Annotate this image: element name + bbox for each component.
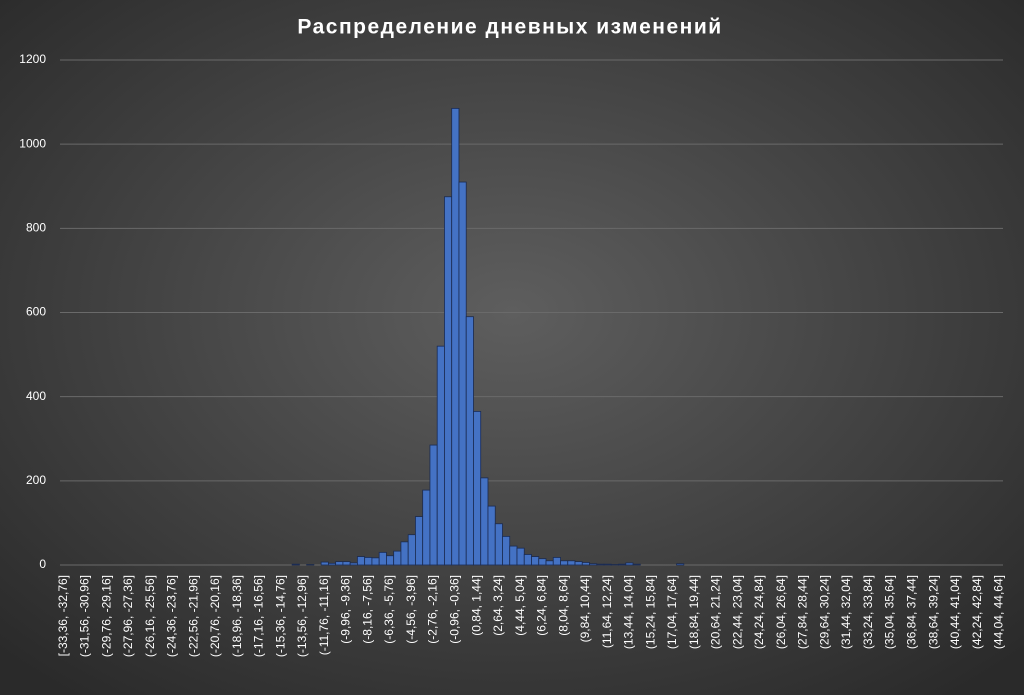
bar	[458, 181, 467, 566]
bar	[386, 555, 395, 566]
bar	[407, 534, 416, 566]
bar	[320, 561, 329, 566]
bar	[429, 444, 438, 566]
x-tick-label: (-6,36, -5,76]	[382, 575, 396, 644]
x-tick-label: (9,84, 10,44]	[578, 575, 592, 642]
y-tick-label: 1000	[19, 136, 46, 150]
bar	[596, 563, 605, 566]
bar	[327, 562, 337, 566]
bar	[393, 550, 402, 566]
y-tick-label: 1200	[19, 52, 46, 66]
bar	[581, 562, 590, 566]
x-tick-label: (0,84, 1,44]	[469, 575, 483, 636]
bar	[523, 554, 532, 566]
bar	[465, 316, 474, 566]
bar	[291, 563, 300, 566]
x-tick-label: (40,44, 41,04]	[948, 575, 962, 649]
bar	[509, 545, 518, 566]
bar	[545, 560, 554, 566]
y-tick-label: 800	[26, 221, 46, 235]
bar	[415, 516, 424, 566]
x-tick-label: (-20,76, -20,16]	[208, 575, 222, 657]
y-tick-label: 600	[26, 305, 46, 319]
x-tick-label: (11,64, 12,24]	[600, 575, 614, 648]
x-tick-label: (-13,56, -12,96]	[295, 575, 309, 657]
bar	[422, 489, 431, 566]
x-tick-label: (26,04, 26,64]	[774, 575, 788, 649]
x-tick-label: (24,24, 24,84]	[752, 575, 766, 649]
bar	[364, 557, 373, 566]
x-tick-label: (36,84, 37,44]	[904, 575, 918, 649]
x-tick-label: (-2,76, -2,16]	[426, 575, 440, 644]
x-tick-label: (27,84, 28,44]	[796, 575, 810, 649]
x-tick-label: (-31,56, -30,96]	[78, 575, 92, 657]
bar	[349, 562, 358, 566]
x-tick-label: (-8,16, -7,56]	[360, 575, 374, 644]
bar	[473, 410, 482, 566]
x-tick-label: (33,24, 33,84]	[861, 575, 875, 649]
x-tick-label: (-18,96, -18,36]	[230, 575, 244, 657]
bar	[538, 558, 547, 566]
bar	[335, 561, 344, 566]
x-tick-label: (8,04, 8,64]	[556, 575, 570, 636]
x-tick-label: (44,04, 44,64]	[992, 575, 1006, 649]
y-tick-label: 200	[26, 473, 46, 487]
bar	[567, 560, 576, 566]
x-tick-label: (-15,36, -14,76]	[273, 575, 287, 657]
x-tick-label: (22,44, 23,04]	[730, 575, 744, 649]
bar	[676, 563, 685, 566]
bar	[632, 563, 641, 566]
y-tick-label: 0	[39, 557, 46, 571]
bar	[480, 477, 489, 566]
bar	[552, 557, 561, 566]
bar	[371, 557, 380, 566]
x-tick-label: (2,64, 3,24]	[491, 575, 505, 636]
x-tick-label: (42,24, 42,84]	[970, 575, 984, 649]
x-tick-label: (-27,96, -27,36]	[121, 575, 135, 657]
x-tick-label: (-0,96, -0,36]	[448, 575, 462, 644]
x-tick-label: (20,64, 21,24]	[709, 575, 723, 649]
x-tick-label: (-24,36, -23,76]	[165, 575, 179, 657]
bar	[378, 551, 387, 566]
bar	[516, 547, 525, 566]
x-tick-label: (-4,56, -3,96]	[404, 575, 418, 644]
bar	[451, 107, 460, 566]
y-tick-label: 400	[26, 389, 46, 403]
x-tick-label: (18,84, 19,44]	[687, 575, 701, 649]
chart-title: Распределение дневных изменений	[297, 16, 722, 39]
bar	[494, 523, 503, 566]
x-tick-label: (17,04, 17,64]	[665, 575, 679, 649]
x-tick-label: (-29,76, -29,16]	[99, 575, 113, 657]
bar	[487, 505, 496, 566]
x-tick-label: (35,04, 35,64]	[883, 575, 897, 649]
x-tick-label: (4,44, 5,04]	[513, 575, 527, 636]
bar	[357, 556, 366, 566]
bar	[400, 541, 409, 566]
bar	[589, 563, 598, 566]
bar	[444, 196, 453, 566]
x-tick-label: (-11,76, -11,16]	[317, 575, 331, 655]
x-tick-label: (13,44, 14,04]	[622, 575, 636, 649]
bar	[618, 563, 627, 566]
x-tick-label: [-33,36, -32,76]	[56, 575, 70, 656]
bar	[574, 561, 583, 566]
bar	[560, 560, 569, 566]
x-tick-label: (38,64, 39,24]	[926, 575, 940, 649]
x-tick-label: (6,24, 6,84]	[535, 575, 549, 636]
x-tick-label: (-17,16, -16,56]	[252, 575, 266, 657]
x-tick-label: (-22,56, -21,96]	[186, 575, 200, 657]
bar	[603, 563, 612, 566]
bar	[502, 535, 511, 566]
x-tick-label: (-26,16, -25,56]	[143, 575, 157, 657]
x-tick-label: (15,24, 15,84]	[643, 575, 657, 649]
bar	[436, 345, 445, 566]
bar	[625, 562, 634, 566]
x-tick-label: (-9,96, -9,36]	[339, 575, 353, 644]
bar	[342, 561, 351, 566]
x-tick-label: (29,64, 30,24]	[817, 575, 831, 649]
x-tick-label: (31,44, 32,04]	[839, 575, 853, 649]
bar	[531, 556, 540, 566]
